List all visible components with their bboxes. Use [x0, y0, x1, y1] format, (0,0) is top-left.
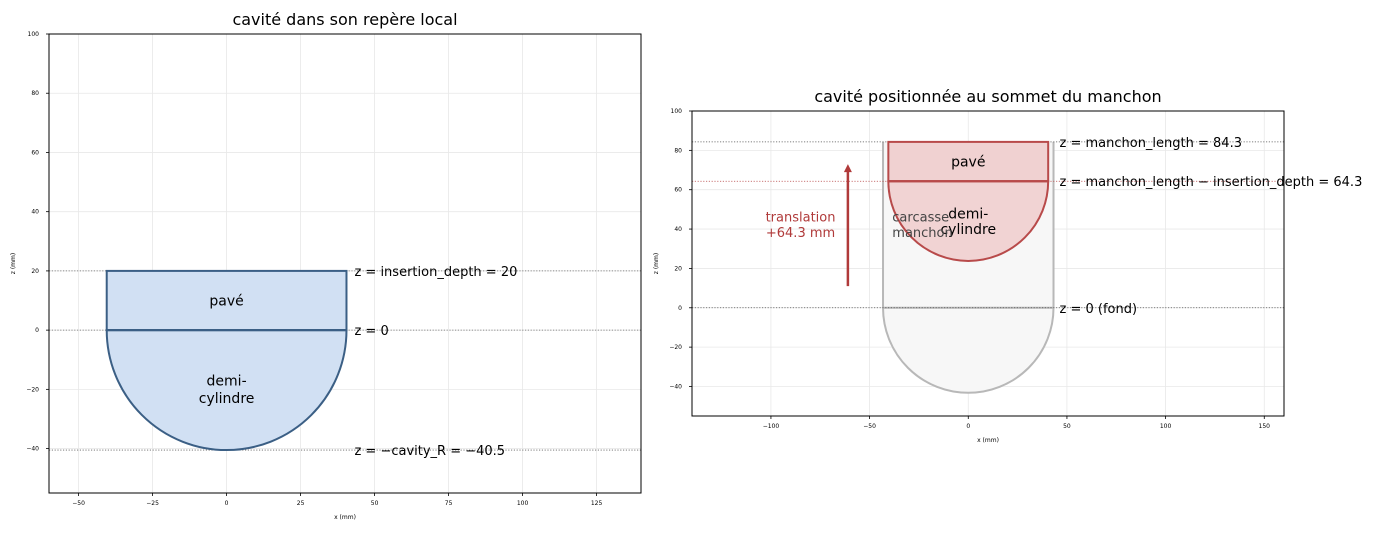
x-tick-label: −50: [863, 423, 876, 430]
y-tick-label: 100: [28, 31, 40, 38]
x-tick-label: −100: [763, 423, 780, 430]
demi-label-line1: demi-: [207, 373, 247, 389]
reference-annotation: z = −cavity_R = −40.5: [354, 444, 505, 459]
x-tick-label: 50: [1063, 423, 1071, 430]
right-title: cavité positionnée au sommet du manchon: [814, 87, 1161, 106]
translation-label-line1: translation: [766, 210, 836, 225]
carcasse-label-line1: carcasse: [892, 210, 949, 225]
y-tick-label: 20: [674, 265, 682, 272]
half-cylinder: [105, 329, 348, 452]
reference-annotation: z = insertion_depth = 20: [354, 265, 517, 280]
left-title: cavité dans son repère local: [232, 10, 457, 29]
right-xlabel: x (mm): [977, 437, 999, 444]
pave-box: [887, 140, 1050, 183]
right-axes-frame: [691, 110, 1285, 417]
pave-label: pavé: [209, 294, 243, 310]
y-tick-label: 0: [35, 327, 39, 334]
y-tick-label: 40: [674, 226, 682, 233]
x-tick-label: 25: [297, 500, 305, 507]
pave-label: pavé: [951, 155, 985, 171]
right-ylabel: z (mm): [653, 253, 660, 274]
x-tick-label: 0: [966, 423, 970, 430]
y-tick-label: 60: [31, 149, 39, 156]
y-tick-label: 60: [674, 187, 682, 194]
reference-annotation: z = manchon_length − insertion_depth = 6…: [1060, 175, 1363, 190]
y-tick-label: 80: [674, 147, 682, 154]
demi-label-line1: demi-: [948, 206, 988, 222]
left-axes-frame: [48, 33, 642, 494]
reference-annotation: z = 0 (fond): [1060, 302, 1138, 317]
demi-label-line2: cylindre: [940, 222, 996, 238]
y-tick-label: 80: [31, 90, 39, 97]
left-grid: [49, 33, 641, 493]
x-tick-label: −25: [146, 500, 159, 507]
pave-box: [105, 269, 348, 332]
y-tick-label: 0: [678, 305, 682, 312]
half-cylinder: [887, 180, 1050, 262]
left-ticks: −50 −25 0 25 50 75 100 125 −40 −20 0 20 40 60 80 100: [26, 31, 602, 507]
y-tick-label: −20: [669, 344, 682, 351]
y-tick-label: 100: [671, 108, 683, 115]
x-tick-label: 150: [1259, 423, 1271, 430]
left-content: pavé demi-cylindre z = insertion_depth = 2…: [49, 265, 641, 459]
right-panel: cavité positionnée au sommet du manchon …: [653, 87, 1362, 444]
translation-label-line2: +64.3 mm: [766, 226, 835, 241]
left-xlabel: x (mm): [334, 514, 356, 521]
translation-arrow-head: [843, 164, 852, 173]
x-tick-label: −50: [72, 500, 85, 507]
demi-label-line2: cylindre: [199, 391, 255, 407]
x-tick-label: 0: [225, 500, 229, 507]
y-tick-label: 20: [31, 268, 39, 275]
x-tick-label: 100: [1160, 423, 1172, 430]
carcasse-label-line2: manchon: [892, 226, 952, 241]
left-ylabel: z (mm): [10, 253, 17, 274]
reference-annotation: z = 0: [354, 324, 388, 339]
x-tick-label: 100: [517, 500, 529, 507]
left-panel: cavité dans son repère local pavé demi-cy…: [10, 10, 642, 521]
y-tick-label: −40: [669, 383, 682, 390]
x-tick-label: 50: [371, 500, 379, 507]
y-tick-label: −40: [26, 446, 39, 453]
y-tick-label: −20: [26, 386, 39, 393]
right-ticks: −100 −50 0 50 100 150 −40 −20 0 20 40 60 80 100: [669, 108, 1270, 430]
y-tick-label: 40: [31, 209, 39, 216]
reference-annotation: z = manchon_length = 84.3: [1060, 136, 1242, 151]
x-tick-label: 125: [591, 500, 603, 507]
x-tick-label: 75: [445, 500, 453, 507]
manchon-outline: [882, 141, 1055, 394]
